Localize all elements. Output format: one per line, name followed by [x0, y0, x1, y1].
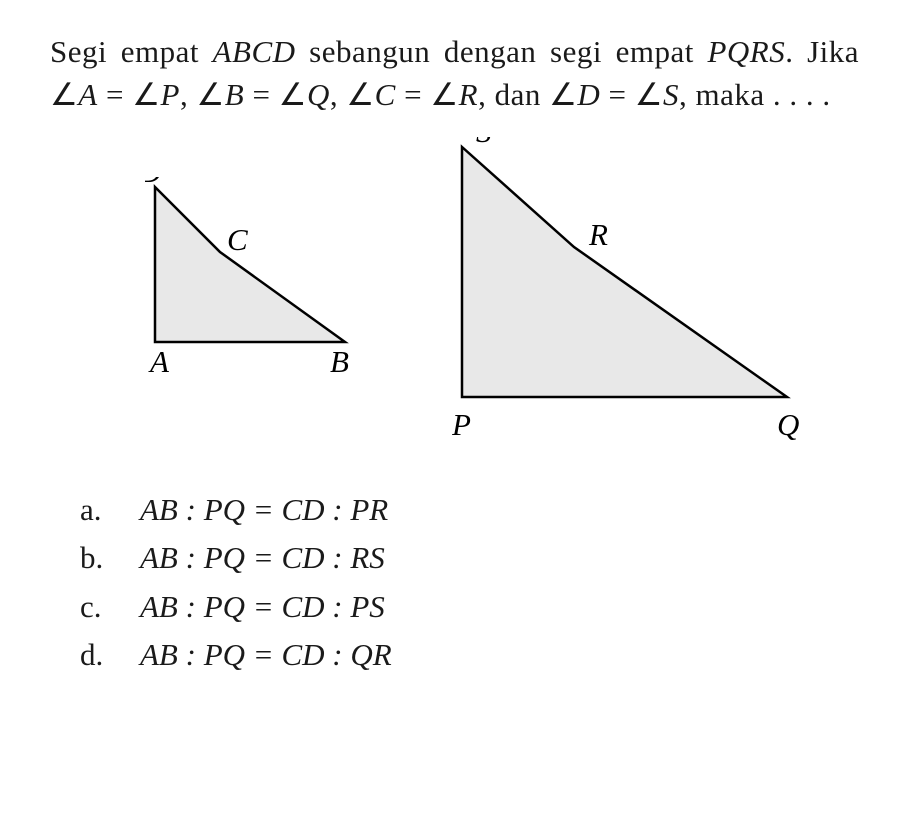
label-A: A — [148, 344, 170, 379]
quadrilateral-pqrs-svg: S R P Q — [452, 137, 822, 447]
label-D: D — [145, 177, 161, 189]
option-c: c. AB : PQ = CD : PS — [80, 584, 859, 631]
q-part: sebangun dengan segi empat — [296, 34, 708, 69]
label-C: C — [227, 222, 248, 257]
question-text: Segi empat ABCD sebangun dengan segi emp… — [50, 30, 859, 117]
option-letter-d: d. — [80, 632, 110, 679]
option-a: a. AB : PQ = CD : PR — [80, 487, 859, 534]
quadrilateral-abcd-svg: D C A B — [145, 177, 375, 387]
label-P: P — [452, 407, 471, 442]
q-part: = ∠ — [98, 77, 161, 112]
q-A: A — [78, 77, 97, 112]
q-D: D — [577, 77, 600, 112]
diagrams-container: D C A B S R P Q — [50, 137, 859, 467]
q-part: , ∠ — [180, 77, 225, 112]
q-B: B — [225, 77, 244, 112]
q-part: , ∠ — [330, 77, 375, 112]
option-text-a: AB : PQ = CD : PR — [140, 487, 388, 534]
q-S: S — [663, 77, 679, 112]
q-part: = ∠ — [244, 77, 307, 112]
q-P: P — [161, 77, 180, 112]
q-part: Segi empat — [50, 34, 213, 69]
diagram-abcd: D C A B — [145, 177, 375, 392]
label-S: S — [476, 137, 492, 149]
option-text-d: AB : PQ = CD : QR — [140, 632, 392, 679]
q-pqrs: PQRS — [707, 34, 785, 69]
q-C: C — [375, 77, 396, 112]
answer-options: a. AB : PQ = CD : PR b. AB : PQ = CD : R… — [50, 487, 859, 679]
option-b: b. AB : PQ = CD : RS — [80, 535, 859, 582]
option-letter-a: a. — [80, 487, 110, 534]
q-part: = ∠ — [396, 77, 459, 112]
quadrilateral-abcd — [155, 187, 345, 342]
q-part: = ∠ — [600, 77, 663, 112]
quadrilateral-pqrs — [462, 147, 787, 397]
label-Q: Q — [777, 407, 799, 442]
q-abcd: ABCD — [213, 34, 296, 69]
q-Q: Q — [307, 77, 330, 112]
option-d: d. AB : PQ = CD : QR — [80, 632, 859, 679]
label-B: B — [330, 344, 349, 379]
q-part: , maka . . . . — [679, 77, 831, 112]
option-text-c: AB : PQ = CD : PS — [140, 584, 385, 631]
option-letter-b: b. — [80, 535, 110, 582]
label-R: R — [588, 217, 608, 252]
option-letter-c: c. — [80, 584, 110, 631]
q-part: , dan ∠ — [478, 77, 577, 112]
q-R: R — [459, 77, 478, 112]
diagram-pqrs: S R P Q — [452, 137, 822, 452]
option-text-b: AB : PQ = CD : RS — [140, 535, 385, 582]
